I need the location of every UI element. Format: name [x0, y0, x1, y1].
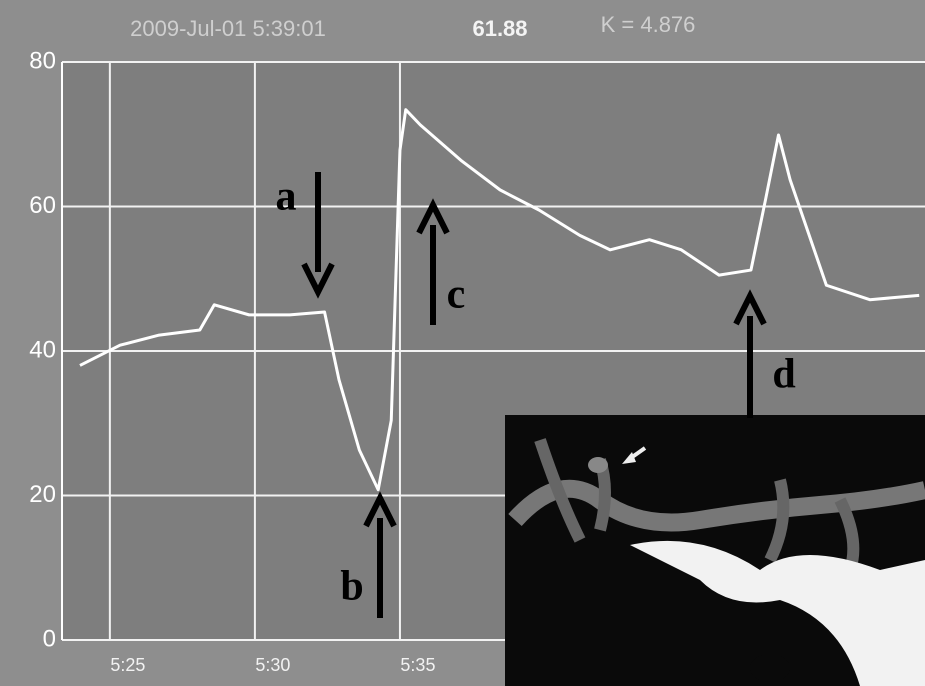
aneurysm	[588, 457, 608, 473]
x-tick-label: 5:25	[110, 655, 145, 675]
y-tick-label: 20	[29, 481, 56, 508]
x-tick-label: 5:30	[255, 655, 290, 675]
foramen	[750, 654, 790, 682]
page: 2009-Jul-01 5:39:01 61.88 K = 4.876 0 20 4…	[0, 0, 925, 686]
x-tick-label: 5:35	[400, 655, 435, 675]
chart: 2009-Jul-01 5:39:01 61.88 K = 4.876 0 20 4…	[0, 0, 925, 686]
annotation-label: c	[447, 272, 466, 318]
y-tick-label: 80	[29, 47, 56, 74]
header-datetime: 2009-Jul-01 5:39:01	[130, 16, 326, 41]
y-tick-label: 0	[43, 625, 56, 652]
annotation-label: b	[340, 564, 363, 610]
header-k: K = 4.876	[601, 12, 696, 37]
y-tick-label: 60	[29, 192, 56, 219]
annotation-label: d	[772, 352, 795, 398]
ct-inset	[505, 415, 925, 686]
y-tick-label: 40	[29, 336, 56, 363]
annotation-label: a	[276, 174, 297, 220]
header-value: 61.88	[472, 16, 527, 41]
